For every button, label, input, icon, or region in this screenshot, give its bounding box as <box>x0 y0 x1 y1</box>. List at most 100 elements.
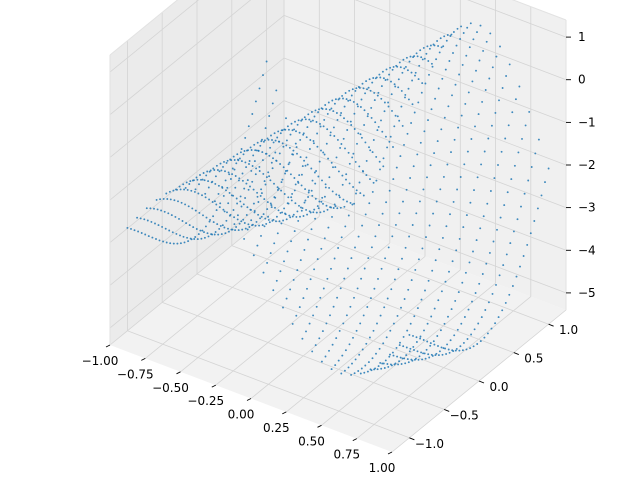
data-point <box>238 157 241 160</box>
data-point <box>396 355 399 358</box>
data-point <box>405 354 408 357</box>
data-point <box>463 316 466 318</box>
data-point <box>214 182 217 185</box>
data-point <box>201 194 203 197</box>
data-point <box>340 236 343 239</box>
tick-label-x: −0.25 <box>187 394 224 408</box>
data-point <box>291 322 294 325</box>
data-point <box>447 348 450 351</box>
data-point <box>491 66 494 69</box>
data-point <box>334 166 337 169</box>
data-point <box>330 368 333 371</box>
data-point <box>343 205 346 208</box>
data-point <box>408 333 411 336</box>
data-point <box>315 121 318 123</box>
data-point <box>365 159 368 162</box>
data-point <box>211 201 214 203</box>
data-point <box>234 175 237 177</box>
data-point <box>337 170 340 173</box>
data-point <box>516 218 519 221</box>
data-point <box>336 207 339 210</box>
data-point <box>236 218 239 221</box>
data-point <box>375 352 377 355</box>
data-point <box>370 116 373 119</box>
data-point <box>452 200 455 203</box>
data-point <box>310 189 313 192</box>
data-point <box>244 161 247 164</box>
edge-back-top <box>511 0 567 21</box>
data-point <box>224 179 227 182</box>
data-point <box>226 186 229 189</box>
data-point <box>180 201 183 204</box>
data-point <box>389 353 391 356</box>
data-point <box>536 207 539 210</box>
data-point <box>186 188 189 191</box>
data-point <box>353 128 356 130</box>
data-point <box>375 179 378 182</box>
data-point <box>451 349 454 352</box>
data-point <box>304 199 307 202</box>
data-point <box>353 296 355 299</box>
tick-label-z: −3 <box>578 201 596 215</box>
data-point <box>195 176 198 179</box>
tick-label-x: 0.50 <box>298 434 325 448</box>
data-point <box>461 349 464 352</box>
data-point <box>458 237 461 240</box>
data-point <box>287 163 290 166</box>
data-point <box>300 209 303 212</box>
data-point <box>207 180 210 183</box>
data-point <box>204 225 207 228</box>
data-point <box>411 79 414 82</box>
data-point <box>419 335 422 338</box>
data-point <box>374 235 377 238</box>
data-point <box>341 354 344 357</box>
data-point <box>173 199 176 202</box>
data-point <box>401 357 404 360</box>
data-point <box>429 44 432 47</box>
data-point <box>253 143 256 146</box>
data-point <box>169 198 172 201</box>
data-point <box>395 64 398 67</box>
data-point <box>169 242 172 245</box>
data-point <box>357 86 360 88</box>
data-point <box>215 209 218 212</box>
data-point <box>268 154 271 157</box>
data-point <box>225 161 228 164</box>
data-point <box>233 216 236 219</box>
data-point <box>179 234 181 237</box>
data-point <box>408 350 411 353</box>
data-point <box>494 111 497 114</box>
data-point <box>398 119 401 122</box>
data-point <box>459 38 462 40</box>
data-point <box>284 172 287 175</box>
data-point <box>302 132 305 135</box>
data-point <box>197 233 200 236</box>
data-point <box>301 207 304 210</box>
data-point <box>324 183 327 186</box>
data-point <box>445 39 448 42</box>
data-point <box>415 336 418 339</box>
data-point <box>187 205 190 208</box>
data-point <box>326 112 329 115</box>
data-point <box>464 271 467 274</box>
data-point <box>540 194 543 197</box>
data-point <box>366 115 369 118</box>
data-point <box>387 101 390 104</box>
data-point <box>225 219 228 222</box>
data-point <box>332 305 335 308</box>
data-point <box>249 146 252 149</box>
data-point <box>436 140 439 143</box>
data-point <box>192 226 195 229</box>
tick-label-z: 1 <box>578 30 586 44</box>
data-point <box>170 214 173 217</box>
data-point <box>345 178 347 181</box>
data-point <box>384 79 387 81</box>
data-point <box>367 361 370 364</box>
data-point <box>254 100 257 103</box>
data-point <box>243 187 246 190</box>
data-point <box>338 194 341 197</box>
data-point <box>434 97 437 100</box>
data-point <box>362 170 365 173</box>
data-point <box>419 337 422 340</box>
data-point <box>440 290 443 293</box>
